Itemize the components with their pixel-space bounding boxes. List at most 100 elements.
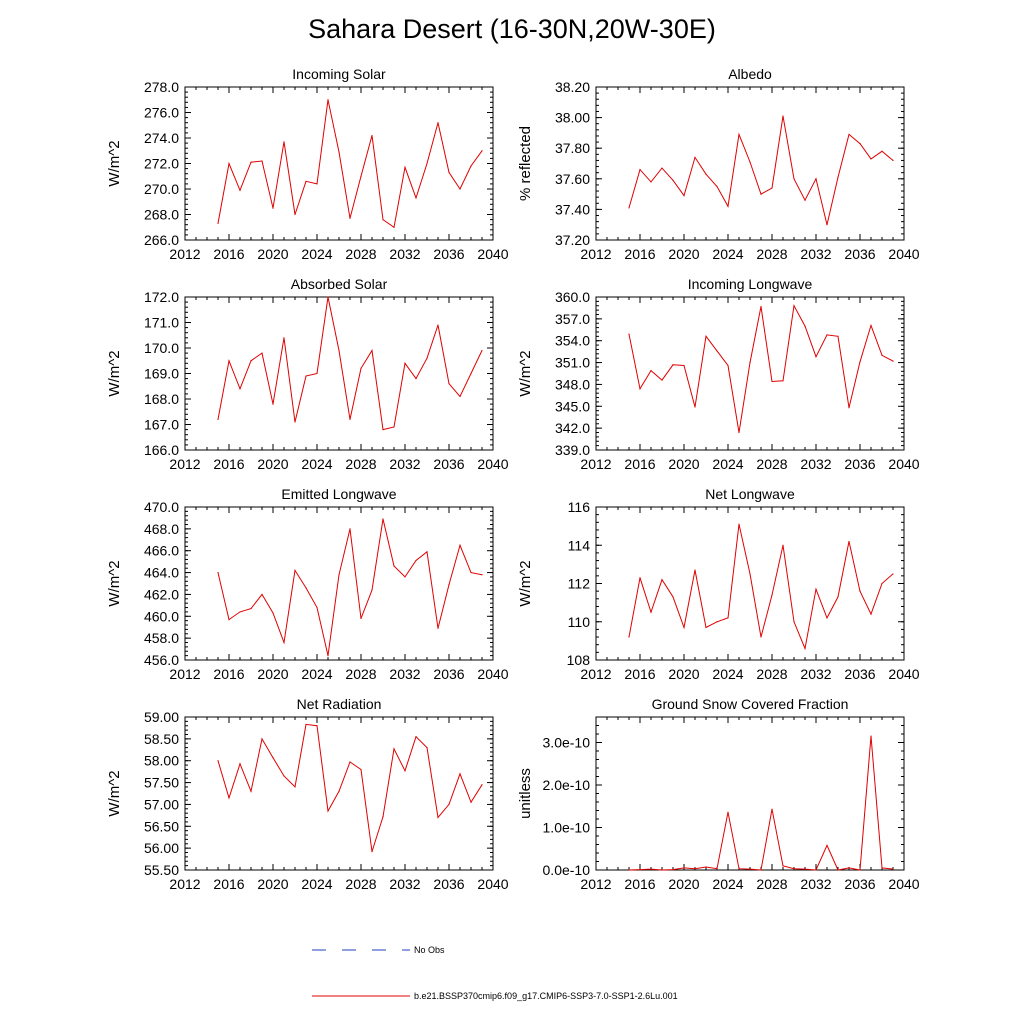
data-point [859, 361, 861, 363]
y-tick-label: 56.00 [144, 840, 179, 856]
figure-title: Sahara Desert (16-30N,20W-30E) [308, 14, 716, 44]
y-tick-label: 168.0 [144, 391, 179, 407]
data-point [848, 407, 850, 409]
x-tick-label: 2040 [888, 246, 919, 262]
data-point [393, 226, 395, 228]
data-point [683, 364, 685, 367]
data-point [661, 167, 663, 169]
data-point [349, 761, 351, 763]
data-point [837, 596, 839, 598]
x-tick-label: 2036 [844, 666, 875, 682]
data-point [415, 378, 417, 380]
y-tick-label: 37.20 [555, 232, 590, 248]
panel-1: Incoming Solar W/m^2 2012 2016 2020 2024 2028 2… [106, 66, 509, 262]
data-point [393, 426, 395, 428]
y-tick-label: 1.0e-10 [543, 820, 591, 836]
data-point [371, 134, 373, 137]
panel-title: Net Radiation [297, 696, 382, 712]
data-point [683, 867, 685, 869]
data-point [382, 219, 384, 221]
y-tick-label: 266.0 [144, 232, 179, 248]
data-point [272, 757, 274, 759]
plot-frame [595, 716, 905, 871]
data-point [683, 195, 685, 197]
data-point [404, 770, 406, 772]
x-tick-label: 2016 [624, 246, 655, 262]
data-point [870, 158, 872, 160]
data-point [349, 217, 351, 219]
x-tick-label: 2016 [624, 456, 655, 472]
data-point [870, 735, 872, 737]
data-point [782, 544, 784, 546]
data-point [628, 636, 630, 638]
data-point [459, 188, 461, 190]
data-point [881, 150, 883, 152]
data-point [316, 372, 318, 375]
data-point [716, 868, 718, 870]
data-point [239, 611, 241, 613]
data-point [628, 333, 630, 335]
data-point [272, 207, 274, 209]
data-point [338, 574, 340, 576]
data-point [892, 573, 894, 575]
x-tick-label: 2016 [213, 246, 244, 262]
y-tick-label: 339.0 [555, 442, 590, 458]
data-point [305, 375, 307, 377]
data-point [338, 790, 340, 792]
data-point [760, 193, 762, 195]
data-point [815, 356, 817, 358]
data-point [283, 337, 285, 339]
y-tick-label: 468.0 [144, 521, 179, 537]
data-point [727, 205, 729, 207]
x-tick-label: 2028 [345, 246, 376, 262]
x-tick-label: 2028 [756, 456, 787, 472]
panel-6: Net Longwave W/m^2 2012 2016 2020 2024 2028 203… [517, 486, 920, 682]
x-tick-label: 2032 [389, 456, 420, 472]
data-point [716, 185, 718, 188]
data-point [393, 565, 395, 567]
x-tick-label: 2040 [477, 876, 508, 892]
y-tick-label: 169.0 [144, 366, 179, 382]
data-point [250, 790, 252, 792]
data-point [771, 808, 773, 810]
y-tick-label: 348.0 [555, 376, 590, 392]
y-axis-label: W/m^2 [106, 560, 123, 606]
legend-label: b.e21.BSSP370cmip6.f09_g17.CMIP6-SSP3-7.… [414, 991, 678, 1001]
data-point [272, 403, 274, 405]
data-point [228, 618, 230, 621]
data-point [650, 611, 652, 613]
data-point [481, 574, 483, 576]
data-point [760, 305, 762, 308]
legend-label: No Obs [414, 945, 445, 955]
y-tick-label: 0.0e-10 [543, 862, 591, 878]
y-tick-label: 116 [568, 499, 591, 515]
data-point [426, 747, 428, 749]
series-line [628, 304, 894, 433]
x-tick-label: 2028 [345, 876, 376, 892]
x-tick-label: 2028 [756, 666, 787, 682]
data-point [705, 866, 707, 868]
series-line [217, 296, 483, 431]
data-point [283, 641, 285, 644]
data-point [694, 569, 696, 571]
data-point [261, 352, 263, 354]
x-tick-label: 2020 [668, 876, 699, 892]
data-point [705, 173, 707, 175]
data-point [727, 617, 729, 619]
x-tick-label: 2040 [888, 456, 919, 472]
y-tick-label: 55.50 [144, 862, 179, 878]
data-point [261, 738, 263, 740]
data-point [360, 768, 362, 771]
x-tick-label: 2032 [800, 666, 831, 682]
panel-title: Incoming Longwave [688, 276, 813, 292]
data-point [705, 335, 707, 337]
data-point [793, 305, 795, 307]
data-point [870, 324, 872, 327]
data-point [661, 379, 663, 381]
data-point [481, 784, 483, 786]
x-tick-label: 2032 [800, 246, 831, 262]
x-tick-label: 2016 [213, 666, 244, 682]
data-point [815, 869, 817, 871]
y-tick-label: 456.0 [144, 652, 179, 668]
data-point [217, 760, 219, 762]
